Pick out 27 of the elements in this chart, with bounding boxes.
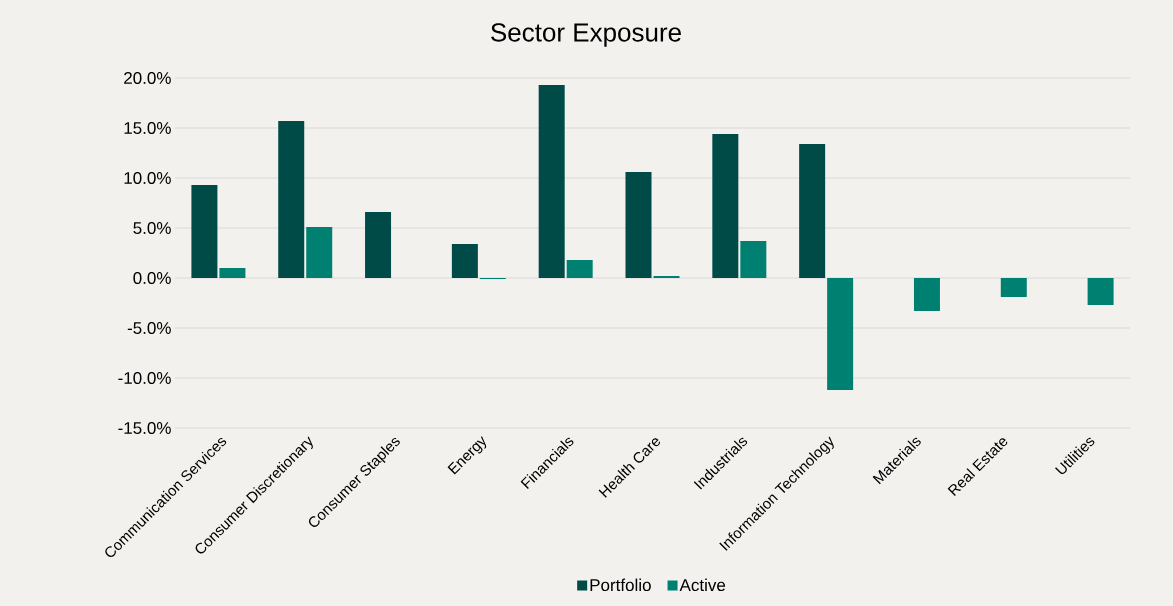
legend-label: Portfolio <box>590 578 651 592</box>
bar <box>913 278 940 311</box>
y-tick-label: -10.0% <box>118 371 171 385</box>
legend-label: Active <box>679 578 726 592</box>
bar <box>306 227 333 278</box>
bar <box>566 260 593 278</box>
y-tick-label: -15.0% <box>118 421 171 435</box>
y-tick-label: 15.0% <box>124 121 171 135</box>
bar <box>1000 278 1027 297</box>
bar <box>365 212 392 278</box>
y-tick-label: 10.0% <box>124 171 171 185</box>
bar <box>278 121 305 278</box>
y-tick-label: 0.0% <box>133 271 171 285</box>
bar <box>1087 278 1114 305</box>
bar <box>219 268 246 278</box>
bar <box>191 185 218 278</box>
y-tick-label: 20.0% <box>124 71 171 85</box>
y-tick-label: -5.0% <box>127 321 171 335</box>
bar <box>712 134 739 278</box>
bar <box>799 144 826 278</box>
bar <box>740 241 767 278</box>
y-tick-label: 5.0% <box>133 221 171 235</box>
chart-title: Sector Exposure <box>491 23 681 47</box>
bar <box>538 85 565 278</box>
bar <box>451 244 478 278</box>
bar <box>625 172 652 278</box>
bar <box>827 278 854 390</box>
